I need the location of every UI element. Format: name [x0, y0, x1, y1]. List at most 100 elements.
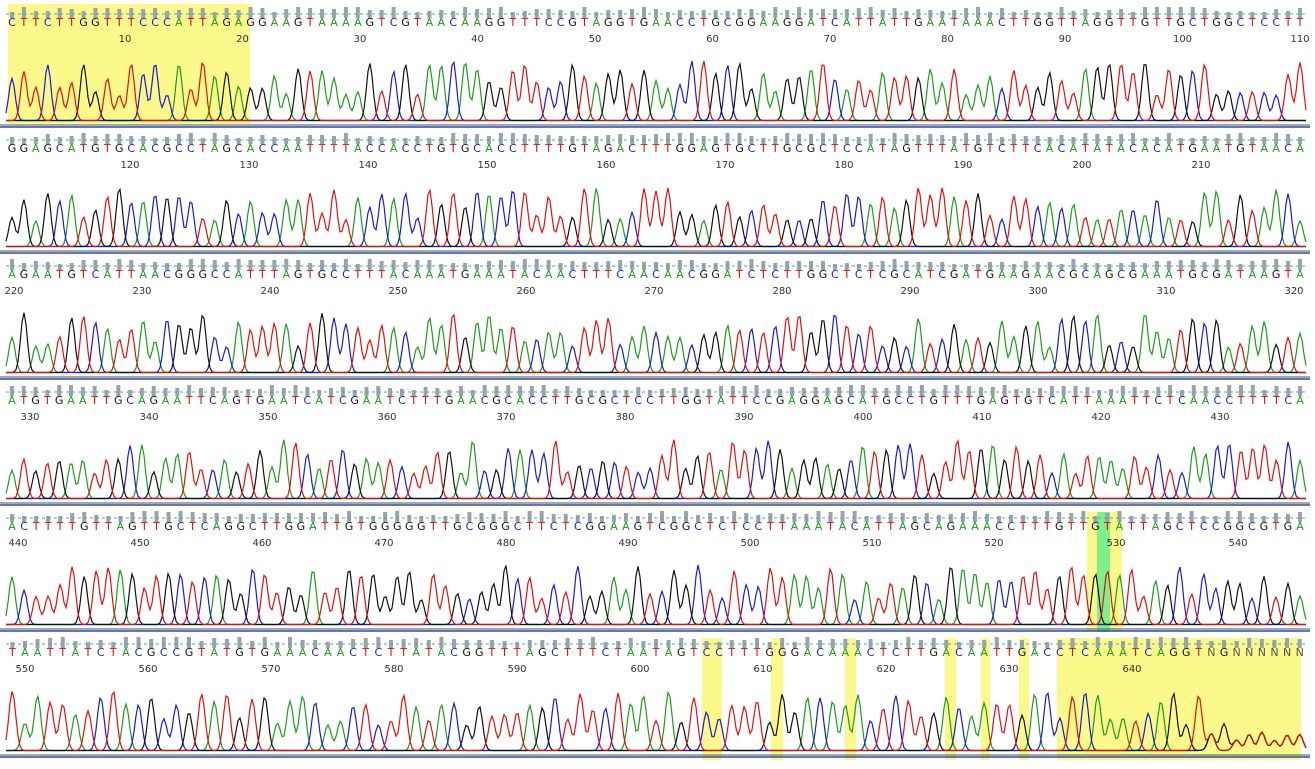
position-number: 110 [1290, 34, 1309, 45]
position-number: 590 [507, 664, 526, 675]
quality-bar [81, 133, 86, 144]
quality-bar [1274, 9, 1279, 18]
quality-bar [439, 10, 444, 18]
quality-bar [818, 640, 823, 648]
quality-bar [136, 637, 141, 648]
quality-bar [1107, 10, 1112, 18]
quality-bar [57, 385, 62, 396]
quality-bar [677, 133, 682, 144]
quality-bar [10, 642, 15, 648]
quality-bar [176, 263, 181, 270]
position-number: 220 [4, 286, 23, 297]
position-number: 300 [1028, 286, 1047, 297]
quality-bar [165, 137, 170, 144]
quality-bar [367, 259, 372, 270]
quality-bar [343, 133, 348, 144]
quality-bar [403, 11, 408, 18]
position-number: 450 [130, 538, 149, 549]
trace-t [6, 438, 1306, 500]
quality-bar [116, 385, 121, 396]
quality-bar [69, 9, 74, 18]
trace-a [6, 62, 1306, 122]
quality-bar [1298, 259, 1303, 270]
quality-bar [224, 262, 229, 270]
position-number: 480 [496, 538, 515, 549]
quality-bar [130, 512, 135, 522]
position-number: 560 [138, 664, 157, 675]
position-number: 360 [377, 412, 396, 423]
quality-bar [322, 512, 327, 522]
quality-bar [761, 138, 766, 144]
position-number: 30 [354, 34, 367, 45]
quality-bar [1158, 637, 1163, 648]
quality-bar [117, 134, 122, 144]
trace-g [5, 187, 1306, 248]
quality-bar [1071, 137, 1076, 144]
quality-bar [69, 263, 74, 270]
quality-bar [105, 8, 110, 18]
quality-bar [1177, 513, 1182, 522]
quality-bar [443, 516, 448, 522]
position-number: 530 [1106, 538, 1125, 549]
quality-bar [411, 390, 416, 396]
quality-bar [117, 9, 122, 18]
quality-bar [830, 639, 835, 648]
position-number: 330 [20, 412, 39, 423]
position-number: 430 [1210, 412, 1229, 423]
quality-bar [832, 264, 837, 270]
quality-bar [1166, 261, 1171, 270]
quality-bar [931, 638, 936, 648]
quality-bar [1215, 387, 1220, 396]
quality-bar [1226, 12, 1231, 18]
quality-bar [470, 390, 475, 396]
quality-bar [475, 134, 480, 144]
quality-bar [868, 134, 873, 144]
quality-bar [376, 386, 381, 396]
quality-bar [785, 133, 790, 144]
quality-bar [1191, 385, 1196, 396]
quality-bar [129, 136, 134, 144]
quality-bar [447, 390, 452, 396]
quality-bar [1035, 136, 1040, 144]
quality-bar [367, 136, 372, 144]
quality-bar [475, 9, 480, 18]
quality-bar [952, 264, 957, 270]
quality-bar [1095, 134, 1100, 144]
quality-bar [489, 640, 494, 648]
position-number: 200 [1072, 160, 1091, 171]
position-number: 40 [471, 34, 484, 45]
quality-bar [773, 7, 778, 18]
quality-bar [117, 259, 122, 270]
quality-bar [1250, 261, 1255, 270]
quality-bar [742, 386, 747, 396]
quality-bar [1144, 390, 1149, 396]
position-number: 270 [644, 286, 663, 297]
quality-bar [820, 133, 825, 144]
quality-bar [260, 8, 265, 18]
quality-bar [912, 516, 917, 522]
quality-bar [1262, 260, 1267, 270]
quality-bar [123, 637, 128, 648]
quality-bar [660, 511, 665, 522]
quality-bar [1059, 7, 1064, 18]
quality-bar [648, 390, 653, 396]
quality-bar [864, 516, 869, 522]
quality-bar [1190, 138, 1195, 144]
quality-bar [419, 516, 424, 522]
quality-bar [928, 134, 933, 144]
position-number: 130 [239, 160, 258, 171]
quality-bar [174, 637, 179, 648]
quality-bar [1189, 511, 1194, 522]
quality-bar [1286, 388, 1291, 396]
position-number: 580 [384, 664, 403, 675]
quality-bar [451, 11, 456, 18]
quality-bar [269, 385, 274, 396]
quality-bar [1274, 133, 1279, 144]
quality-bar [797, 134, 802, 144]
quality-bar [1131, 12, 1136, 18]
quality-bar [111, 642, 116, 648]
quality-bar [284, 138, 289, 144]
